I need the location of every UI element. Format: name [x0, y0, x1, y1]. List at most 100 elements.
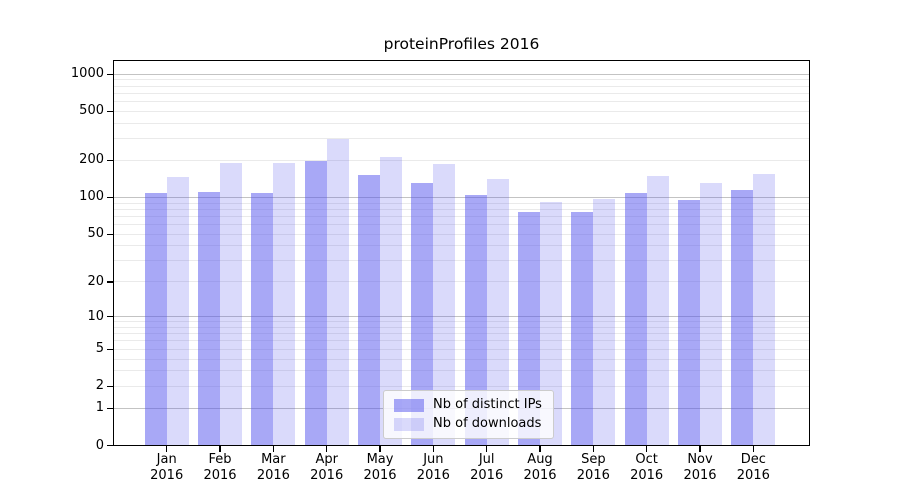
legend-item-distinct-ips: Nb of distinct IPs [394, 398, 542, 412]
legend-swatch-distinct-ips [394, 398, 424, 412]
y-tick-label: 1000 [70, 66, 104, 82]
bar-downloads-may [380, 157, 403, 446]
x-tick-mark [752, 446, 754, 452]
y-tick-label: 10 [87, 308, 104, 324]
x-tick-label: Jan 2016 [150, 452, 184, 483]
minor-gridline [113, 208, 810, 210]
minor-gridline [113, 159, 810, 161]
y-tick-label: 2 [95, 378, 104, 394]
minor-gridline [113, 122, 810, 124]
minor-gridline [113, 215, 810, 217]
legend: Nb of distinct IPs Nb of downloads [383, 390, 554, 439]
bar-distinct-ips-nov [678, 199, 700, 446]
minor-gridline [113, 326, 810, 328]
y-tick-label: 50 [87, 226, 104, 242]
minor-gridline [113, 85, 810, 87]
minor-gridline [113, 79, 810, 81]
y-tick-mark [107, 159, 113, 162]
x-tick-mark [326, 446, 328, 452]
x-tick-label: Sep 2016 [576, 452, 610, 483]
x-tick-mark [166, 446, 168, 452]
minor-gridline [113, 92, 810, 94]
bar-distinct-ips-jan [144, 193, 167, 446]
bar-downloads-feb [220, 162, 243, 446]
minor-gridline [113, 370, 810, 372]
legend-label-downloads: Nb of downloads [433, 416, 542, 431]
bar-downloads-mar [273, 162, 296, 446]
y-tick-mark [107, 281, 113, 283]
minor-gridline [113, 110, 810, 112]
bar-distinct-ips-apr [304, 160, 327, 446]
bar-distinct-ips-oct [624, 193, 647, 446]
chart-title: proteinProfiles 2016 [383, 35, 540, 53]
x-tick-mark [592, 446, 594, 452]
bar-distinct-ips-aug [518, 212, 540, 446]
y-tick-mark [107, 444, 113, 447]
bar-distinct-ips-feb [198, 192, 221, 446]
legend-label-distinct-ips: Nb of distinct IPs [433, 397, 542, 412]
minor-gridline [113, 358, 810, 360]
minor-gridline [113, 101, 810, 103]
x-tick-mark [272, 446, 274, 452]
y-tick-mark [107, 385, 113, 388]
bar-distinct-ips-may [358, 175, 381, 446]
bar-distinct-ips-mar [251, 193, 274, 446]
x-tick-label: Aug 2016 [523, 452, 557, 483]
y-tick-mark [107, 110, 113, 113]
bar-distinct-ips-dec [731, 190, 754, 446]
bar-downloads-aug [540, 201, 562, 446]
y-tick-label: 0 [95, 437, 104, 453]
bar-downloads-nov [700, 182, 722, 446]
y-tick-label: 1 [95, 400, 104, 416]
bar-distinct-ips-sep [571, 212, 594, 446]
x-tick-label: Nov 2016 [683, 452, 717, 483]
y-tick-mark [107, 73, 113, 75]
minor-gridline [113, 245, 810, 247]
minor-gridline [113, 202, 810, 204]
x-tick-label: Jun 2016 [416, 452, 450, 483]
x-tick-mark [539, 446, 541, 452]
major-gridline [113, 73, 810, 75]
y-tick-mark [107, 315, 113, 318]
bar-downloads-jan [166, 177, 189, 446]
x-tick-label: Oct 2016 [630, 452, 664, 483]
y-tick-mark [107, 348, 113, 350]
bar-downloads-jun [433, 164, 456, 446]
x-tick-label: May 2016 [363, 452, 397, 483]
bar-distinct-ips-jul [464, 194, 487, 446]
legend-swatch-downloads [394, 417, 424, 431]
minor-gridline [113, 385, 810, 387]
minor-gridline [113, 224, 810, 226]
y-tick-label: 200 [79, 152, 104, 168]
minor-gridline [113, 348, 810, 350]
minor-gridline [113, 333, 810, 335]
minor-gridline [113, 281, 810, 283]
minor-gridline [113, 233, 810, 235]
legend-item-downloads: Nb of downloads [394, 417, 542, 431]
minor-gridline [113, 340, 810, 342]
x-tick-mark [699, 446, 701, 452]
x-tick-mark [646, 446, 648, 452]
x-tick-label: Feb 2016 [203, 452, 237, 483]
bar-downloads-jul [486, 179, 509, 446]
x-tick-mark [432, 446, 434, 452]
minor-gridline [113, 260, 810, 262]
y-tick-label: 5 [95, 341, 104, 357]
y-tick-label: 500 [79, 103, 104, 119]
major-gridline [113, 316, 810, 318]
x-tick-label: Dec 2016 [736, 452, 770, 483]
bar-distinct-ips-jun [411, 183, 434, 446]
minor-gridline [113, 138, 810, 140]
x-tick-mark [486, 446, 488, 452]
bar-downloads-apr [326, 139, 349, 446]
bar-downloads-dec [753, 174, 776, 446]
plot-border [113, 60, 810, 446]
x-tick-label: Jul 2016 [470, 452, 504, 483]
x-tick-mark [379, 446, 381, 452]
y-tick-label: 100 [79, 189, 104, 205]
bar-downloads-oct [646, 175, 669, 446]
y-tick-mark [107, 407, 113, 409]
x-tick-label: Apr 2016 [310, 452, 344, 483]
y-tick-mark [107, 196, 113, 199]
